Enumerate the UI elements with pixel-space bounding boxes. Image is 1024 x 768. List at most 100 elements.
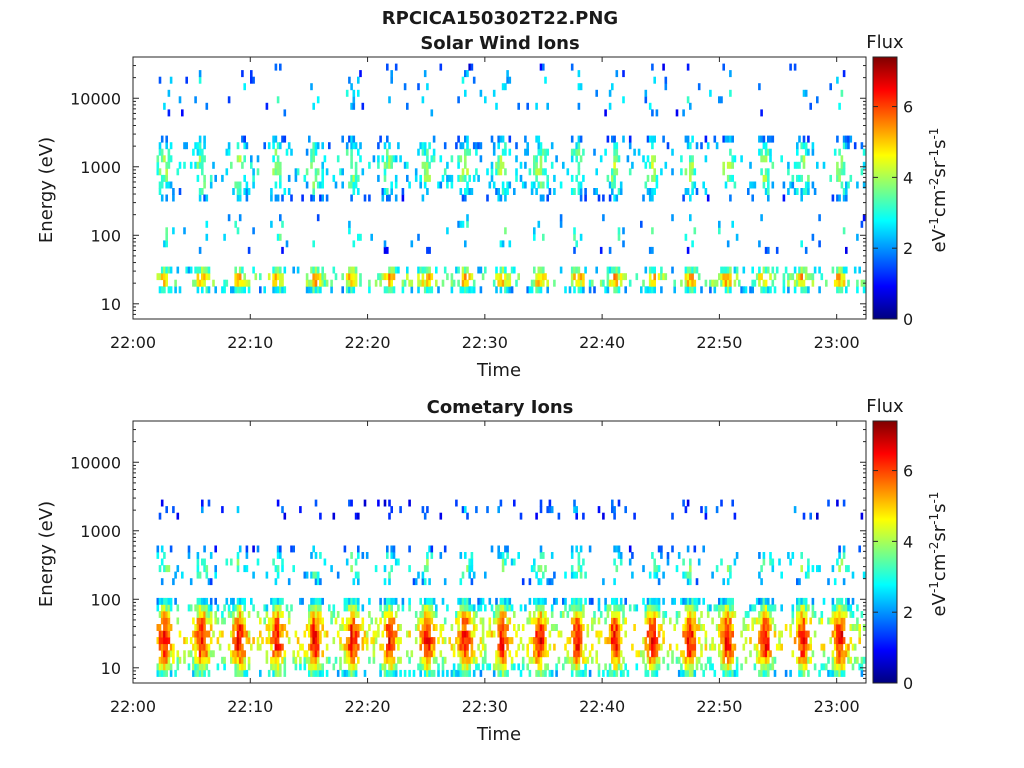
- solar-wind-flux-cell: [234, 181, 237, 189]
- solar-wind-flux-cell: [767, 188, 770, 195]
- solar-wind-flux-cell: [501, 266, 505, 274]
- cometary-flux-cell: [689, 650, 692, 658]
- cometary-flux-cell: [279, 630, 282, 638]
- solar-wind-flux-cell: [236, 227, 240, 235]
- cometary-flux-cell: [421, 630, 425, 638]
- cometary-flux-cell: [744, 637, 748, 645]
- solar-wind-flux-cell: [325, 168, 329, 176]
- solar-wind-flux-cell: [686, 273, 690, 281]
- cometary-flux-cell: [457, 597, 460, 605]
- cometary-flux-cell: [479, 650, 483, 658]
- cometary-flux-cell: [303, 630, 307, 638]
- cometary-flux-cell: [432, 597, 436, 605]
- solar-wind-flux-cell: [533, 181, 536, 189]
- cometary-flux-cell: [718, 650, 721, 658]
- solar-wind-flux-cell: [348, 273, 351, 281]
- cometary-flux-cell: [697, 624, 701, 631]
- solar-wind-flux-cell: [238, 266, 242, 274]
- solar-wind-flux-cell: [276, 142, 280, 150]
- solar-wind-flux-cell: [178, 188, 182, 195]
- solar-wind-flux-cell: [724, 266, 728, 274]
- solar-wind-flux-cell: [225, 148, 229, 156]
- cometary-flux-cell: [613, 663, 616, 671]
- solar-wind-flux-cell: [270, 188, 273, 195]
- cometary-flux-cell: [662, 630, 665, 638]
- cometary-flux-cell: [624, 630, 627, 638]
- cometary-flux-cell: [787, 552, 790, 559]
- solar-wind-flux-cell: [800, 142, 803, 150]
- cometary-flux-cell: [310, 624, 313, 631]
- cometary-flux-cell: [619, 663, 623, 671]
- cometary-flux-cell: [807, 643, 810, 651]
- cometary-flux-cell: [205, 617, 209, 625]
- cometary-flux-cell: [577, 663, 581, 671]
- solar-wind-flux-cell: [312, 102, 315, 110]
- solar-wind-flux-cell: [693, 227, 697, 235]
- solar-wind-flux-cell: [274, 148, 278, 156]
- cometary-flux-cell: [196, 637, 200, 645]
- cometary-flux-cell: [539, 630, 543, 638]
- cometary-flux-cell: [539, 545, 543, 553]
- cometary-flux-cell: [642, 637, 645, 645]
- cometary-flux-cell: [807, 630, 810, 638]
- solar-wind-flux-cell: [504, 273, 507, 281]
- cometary-flux-cell: [789, 558, 792, 566]
- cometary-flux-cell: [793, 637, 797, 645]
- solar-wind-flux-cell: [321, 161, 324, 169]
- solar-wind-flux-cell: [662, 273, 665, 281]
- solar-wind-flux-cell: [579, 194, 583, 202]
- solar-wind-flux-cell: [504, 168, 507, 176]
- cometary-flux-cell: [845, 643, 848, 651]
- cometary-flux-cell: [655, 637, 659, 645]
- solar-wind-flux-cell: [408, 181, 411, 189]
- solar-wind-flux-cell: [513, 266, 516, 274]
- cometary-flux-cell: [724, 663, 728, 671]
- cometary-flux-cell: [622, 656, 625, 664]
- cometary-flux-cell: [711, 617, 714, 625]
- cometary-flux-cell: [550, 552, 554, 559]
- cometary-y-tick-label: 10000: [70, 453, 121, 472]
- cometary-flux-cell: [408, 604, 411, 612]
- cometary-flux-cell: [350, 565, 353, 573]
- cometary-flux-cell: [390, 624, 393, 631]
- cometary-flux-cell: [276, 571, 280, 579]
- solar-wind-flux-cell: [156, 155, 160, 163]
- cometary-flux-cell: [350, 663, 353, 671]
- solar-wind-flux-cell: [203, 279, 206, 287]
- cometary-flux-cell: [457, 624, 460, 631]
- solar-wind-flux-cell: [212, 279, 215, 287]
- cometary-flux-cell: [279, 663, 282, 671]
- solar-wind-flux-cell: [160, 148, 164, 156]
- solar-wind-flux-cell: [205, 266, 209, 274]
- cometary-flux-cell: [209, 637, 213, 645]
- cometary-flux-cell: [831, 611, 835, 618]
- solar-wind-flux-cell: [731, 220, 734, 228]
- solar-wind-flux-cell: [724, 286, 728, 294]
- solar-wind-flux-cell: [829, 83, 832, 91]
- solar-wind-flux-cell: [321, 279, 324, 287]
- solar-wind-flux-cell: [267, 273, 271, 281]
- solar-wind-flux-cell: [811, 148, 815, 156]
- solar-wind-flux-cell: [165, 135, 168, 143]
- solar-wind-flux-cell: [386, 155, 389, 163]
- solar-wind-flux-cell: [321, 266, 324, 274]
- solar-wind-flux-cell: [263, 142, 266, 150]
- cometary-flux-cell: [657, 545, 661, 553]
- cometary-flux-cell: [388, 597, 391, 605]
- cometary-flux-cell: [479, 617, 483, 625]
- solar-wind-flux-cell: [479, 89, 483, 97]
- cometary-flux-cell: [729, 656, 732, 664]
- cometary-x-ticks: 22:00 22:10 22:20 22:30 22:40 22:50 23:00: [110, 421, 860, 716]
- solar-wind-flux-cell: [183, 142, 186, 150]
- cometary-flux-cell: [689, 669, 692, 677]
- solar-wind-flux-cell: [862, 161, 866, 169]
- solar-wind-flux-cell: [729, 89, 732, 97]
- cometary-flux-cell: [270, 597, 273, 605]
- cometary-flux-cell: [533, 558, 536, 566]
- cometary-flux-cell: [691, 643, 694, 651]
- solar-wind-flux-cell: [221, 174, 224, 182]
- solar-wind-flux-cell: [272, 155, 275, 163]
- cometary-flux-cell: [247, 637, 251, 645]
- solar-wind-flux-cell: [613, 266, 616, 274]
- cometary-flux-cell: [573, 663, 576, 671]
